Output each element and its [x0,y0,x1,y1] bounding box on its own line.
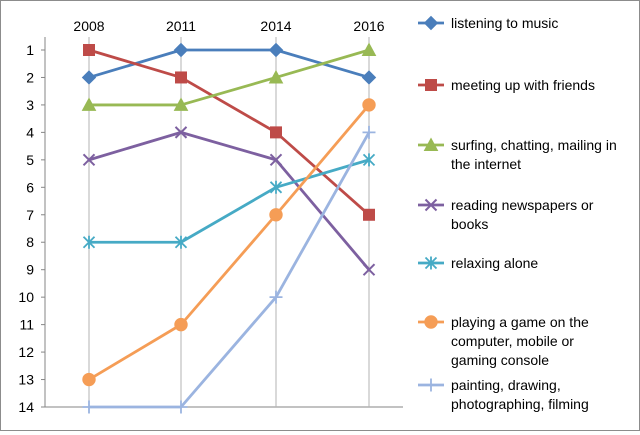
data-point [362,98,376,112]
legend-swatch-marker [423,137,439,151]
legend-item: playing a game on the computer, mobile or… [418,314,589,368]
legend-label: reading newspapers or [451,197,594,213]
legend-label: computer, mobile or [451,333,574,349]
series-listening-to-music [81,42,377,85]
y-tick-label: 1 [26,42,34,58]
data-point [269,208,283,222]
data-point [268,42,284,58]
data-point [269,153,283,167]
data-point [174,400,188,414]
x-tick-label: 2008 [73,18,104,34]
series-line [88,104,371,381]
data-point [83,44,95,56]
x-tick-label: 2016 [353,18,384,34]
data-point [82,235,96,249]
legend-label: relaxing alone [451,255,538,271]
data-point [362,263,376,276]
y-tick-label: 2 [26,69,34,85]
data-point [362,153,376,167]
y-tick-label: 3 [26,97,34,113]
y-tick-label: 7 [26,207,34,223]
data-point [173,42,189,58]
y-tick-label: 5 [26,152,34,168]
legend-swatch-marker [425,79,437,91]
y-tick-label: 14 [18,399,34,415]
data-point [174,126,188,139]
series-line [89,158,370,244]
legend-label: painting, drawing, [451,377,561,393]
data-point [82,400,96,414]
legend-label: surfing, chatting, mailing in [451,137,617,153]
legend-label: listening to music [451,15,558,31]
data-point [362,125,376,139]
legend-label: meeting up with friends [451,77,595,93]
legend-swatch-marker [424,256,438,270]
legend-label: playing a game on the [451,314,589,330]
series-painting-drawing-photographing-filming [82,125,376,414]
legend-swatch-marker [424,315,438,329]
legend-swatch-marker [424,198,438,212]
data-point [363,208,375,221]
data-point [269,290,283,304]
y-tick-label: 4 [26,124,34,140]
legend-item: relaxing alone [418,255,538,271]
legend-label: photographing, filming [451,396,589,412]
data-point [173,97,189,111]
legend-item: reading newspapers or books [418,197,594,232]
data-point [175,71,187,84]
y-tick-label: 8 [26,234,34,250]
data-point [82,372,96,387]
legend-label: books [451,216,488,232]
series-line [89,131,371,409]
data-point [361,70,377,85]
legend-label: gaming console [451,352,549,368]
data-point [174,235,188,249]
data-point [268,69,284,84]
y-tick-label: 10 [18,289,34,305]
data-point [269,180,283,194]
x-tick-label: 2014 [260,18,291,34]
y-tick-label: 6 [26,179,34,195]
series-line [88,48,370,216]
x-tick-label: 2011 [166,18,196,34]
data-point [81,97,97,111]
series-surfing-chatting-mailing-in-the-internet [81,42,377,111]
data-point [361,42,377,56]
series-meeting-up-with-friends [83,44,375,221]
y-tick-label: 9 [26,262,34,278]
data-point [82,153,96,167]
legend-swatch-marker [424,378,438,392]
y-tick-label: 12 [18,344,34,360]
y-tick-label: 13 [18,372,34,388]
data-point [270,126,282,139]
data-point [174,317,188,332]
y-tick-label: 11 [19,317,34,333]
legend-item: listening to music [418,15,558,31]
series-playing-a-game-on-the-computer-mobile-or-gaming-console [82,98,376,387]
legend-item: painting, drawing, photographing, filming [418,377,589,412]
legend-item: meeting up with friends [418,77,595,93]
data-point [81,70,97,85]
legend-item: surfing, chatting, mailing in the interne… [418,137,617,172]
legend-swatch-marker [423,15,439,31]
legend-label: the internet [451,156,521,172]
series-line [89,48,370,107]
series-relaxing-alone [82,153,376,249]
